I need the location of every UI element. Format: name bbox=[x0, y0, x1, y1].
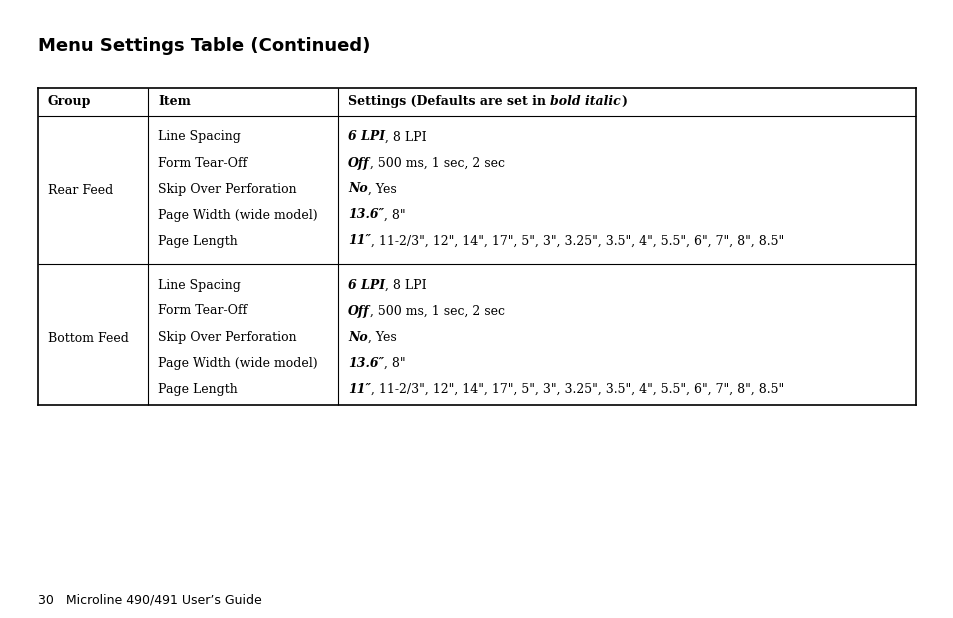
Text: 6 LPI: 6 LPI bbox=[348, 279, 385, 292]
Text: Menu Settings Table (Continued): Menu Settings Table (Continued) bbox=[38, 37, 370, 55]
Text: 11″: 11″ bbox=[348, 234, 371, 247]
Text: , 8": , 8" bbox=[384, 357, 405, 370]
Text: , 8 LPI: , 8 LPI bbox=[385, 130, 426, 143]
Text: Page Width (wide model): Page Width (wide model) bbox=[158, 357, 317, 370]
Text: Page Width (wide model): Page Width (wide model) bbox=[158, 208, 317, 221]
Text: Off: Off bbox=[348, 305, 369, 318]
Text: Line Spacing: Line Spacing bbox=[158, 130, 240, 143]
Text: 13.6″: 13.6″ bbox=[348, 208, 384, 221]
Text: Group: Group bbox=[48, 96, 91, 109]
Text: , 500 ms, 1 sec, 2 sec: , 500 ms, 1 sec, 2 sec bbox=[369, 156, 504, 169]
Text: Skip Over Perforation: Skip Over Perforation bbox=[158, 182, 296, 195]
Text: Skip Over Perforation: Skip Over Perforation bbox=[158, 331, 296, 344]
Text: Item: Item bbox=[158, 96, 191, 109]
Text: Rear Feed: Rear Feed bbox=[48, 184, 113, 197]
Text: Line Spacing: Line Spacing bbox=[158, 279, 240, 292]
Text: , Yes: , Yes bbox=[367, 182, 396, 195]
Text: No: No bbox=[348, 331, 367, 344]
Text: 11″: 11″ bbox=[348, 383, 371, 396]
Text: , 8 LPI: , 8 LPI bbox=[385, 279, 426, 292]
Text: 13.6″: 13.6″ bbox=[348, 357, 384, 370]
Text: Bottom Feed: Bottom Feed bbox=[48, 331, 129, 344]
Text: Page Length: Page Length bbox=[158, 234, 237, 247]
Text: , 8": , 8" bbox=[384, 208, 405, 221]
Text: 30   Microline 490/491 User’s Guide: 30 Microline 490/491 User’s Guide bbox=[38, 593, 261, 606]
Text: No: No bbox=[348, 182, 367, 195]
Text: ): ) bbox=[620, 96, 626, 109]
Text: 6 LPI: 6 LPI bbox=[348, 130, 385, 143]
Text: , 11-2/3", 12", 14", 17", 5", 3", 3.25", 3.5", 4", 5.5", 6", 7", 8", 8.5": , 11-2/3", 12", 14", 17", 5", 3", 3.25",… bbox=[371, 383, 783, 396]
Text: Off: Off bbox=[348, 156, 369, 169]
Text: , Yes: , Yes bbox=[367, 331, 396, 344]
Text: , 11-2/3", 12", 14", 17", 5", 3", 3.25", 3.5", 4", 5.5", 6", 7", 8", 8.5": , 11-2/3", 12", 14", 17", 5", 3", 3.25",… bbox=[371, 234, 783, 247]
Text: bold italic: bold italic bbox=[550, 96, 620, 109]
Text: , 500 ms, 1 sec, 2 sec: , 500 ms, 1 sec, 2 sec bbox=[369, 305, 504, 318]
Text: Form Tear-Off: Form Tear-Off bbox=[158, 156, 247, 169]
Text: Form Tear-Off: Form Tear-Off bbox=[158, 305, 247, 318]
Text: Page Length: Page Length bbox=[158, 383, 237, 396]
Text: Settings (Defaults are set in: Settings (Defaults are set in bbox=[348, 96, 550, 109]
